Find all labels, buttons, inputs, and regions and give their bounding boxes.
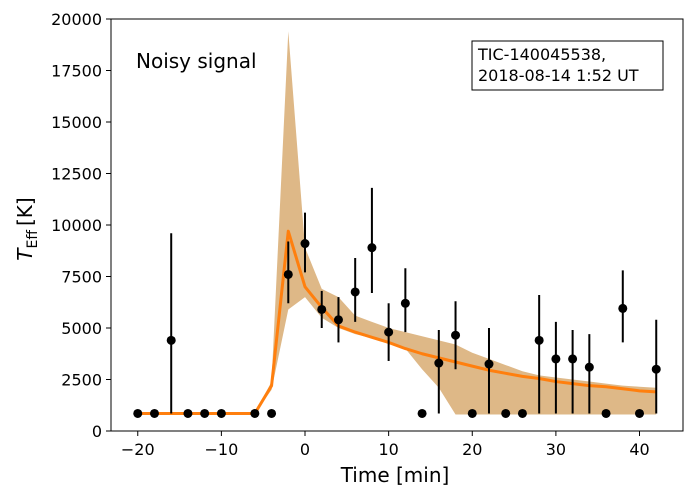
y-tick-label: 5000	[61, 319, 102, 338]
data-point	[350, 287, 360, 297]
y-tick-label: 2500	[61, 371, 102, 390]
x-tick-label: 30	[546, 440, 566, 459]
model-uncertainty-band	[137, 31, 657, 415]
data-point	[484, 359, 494, 369]
data-point	[534, 335, 544, 345]
y-axis-label-subscript: Eff	[25, 230, 41, 249]
data-point	[250, 408, 260, 418]
uncertainty-band-layer	[137, 31, 657, 415]
data-point	[568, 354, 578, 364]
x-tick-label: −20	[121, 440, 155, 459]
data-point	[635, 408, 645, 418]
error-bar-layer	[170, 187, 658, 414]
x-tick-label: 40	[629, 440, 649, 459]
data-point	[551, 354, 561, 364]
y-tick-label: 10000	[51, 216, 102, 235]
y-axis-label-symbol: T	[13, 247, 37, 261]
annotation-noisy-signal: Noisy signal	[136, 49, 257, 73]
data-point	[517, 408, 527, 418]
y-tick-label: 7500	[61, 268, 102, 287]
data-point	[166, 335, 176, 345]
x-axis-label: Time [min]	[340, 463, 450, 487]
data-point	[467, 408, 477, 418]
data-point	[216, 408, 226, 418]
x-tick-label: −10	[205, 440, 239, 459]
data-point	[149, 408, 159, 418]
info-box-line-1: TIC-140045538,	[477, 45, 606, 64]
data-point	[434, 358, 444, 368]
info-box-line-2: 2018-08-14 1:52 UT	[478, 66, 639, 85]
x-tick-layer: −20 −10 0 10 20 30 40	[121, 431, 650, 459]
y-tick-label: 20000	[51, 10, 102, 29]
y-tick-label: 15000	[51, 113, 102, 132]
x-tick-label: 20	[462, 440, 482, 459]
data-point	[417, 408, 427, 418]
y-axis-label-unit: [K]	[13, 197, 37, 226]
data-point	[133, 408, 143, 418]
data-point	[300, 239, 310, 249]
data-point	[283, 269, 293, 279]
y-axis-label: TEff [K]	[13, 197, 41, 260]
data-point	[384, 327, 394, 337]
y-tick-layer: 0 2500 5000 7500 10000 12500 15000 17500 20000	[51, 10, 111, 441]
data-point	[317, 304, 327, 314]
data-point	[200, 408, 210, 418]
data-point	[400, 298, 410, 308]
data-point	[501, 408, 511, 418]
y-tick-label: 12500	[51, 165, 102, 184]
x-tick-label: 10	[378, 440, 398, 459]
data-point	[367, 243, 377, 253]
info-box: TIC-140045538, 2018-08-14 1:52 UT	[471, 40, 664, 91]
data-point	[618, 303, 628, 313]
info-box-frame	[471, 40, 664, 91]
y-tick-label: 17500	[51, 62, 102, 81]
data-point	[333, 315, 343, 325]
data-point	[183, 408, 193, 418]
data-point	[601, 408, 611, 418]
data-point-layer	[133, 239, 661, 418]
y-tick-label: 0	[92, 422, 102, 441]
data-point	[651, 364, 661, 374]
data-point	[584, 362, 594, 372]
data-point	[267, 408, 277, 418]
x-tick-label: 0	[300, 440, 310, 459]
data-point	[451, 330, 461, 340]
